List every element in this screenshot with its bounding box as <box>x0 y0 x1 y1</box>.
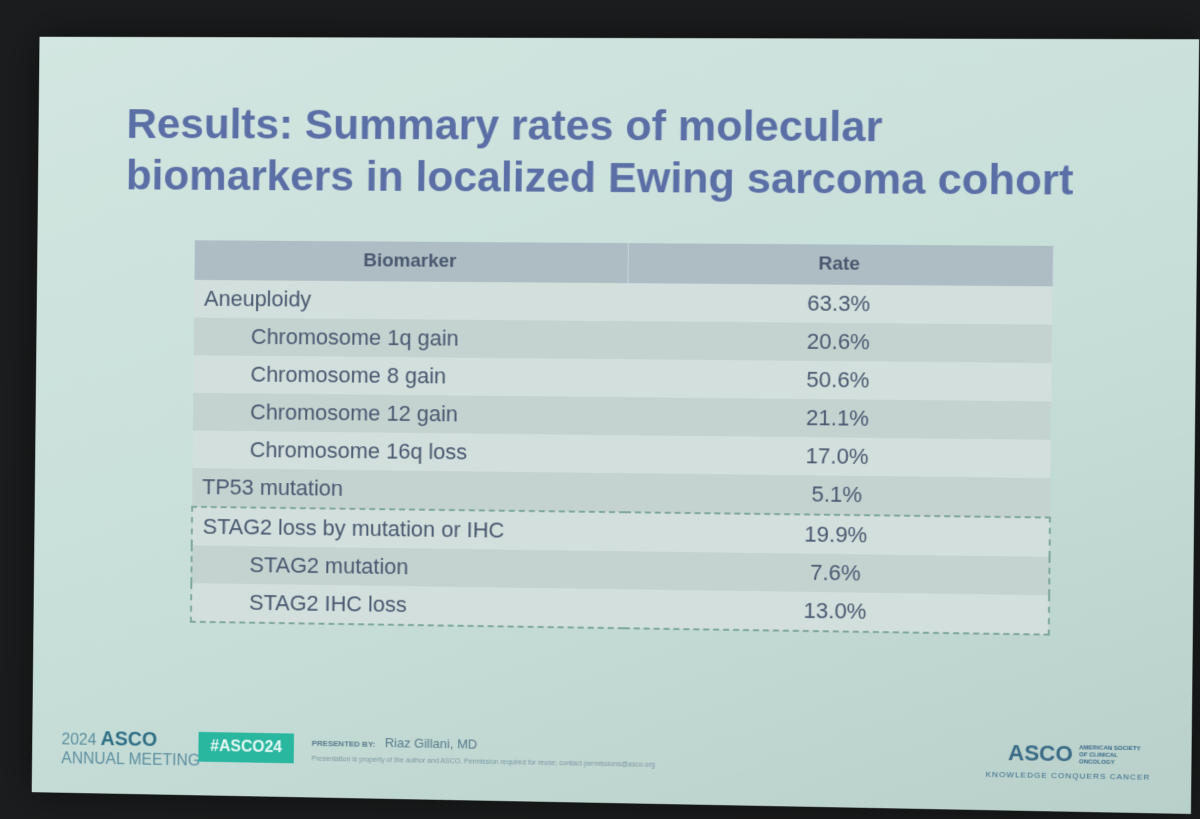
presenter-line: PRESENTED BY: Riaz Gillani, MD <box>312 734 478 752</box>
footer: 2024 ASCO ANNUAL MEETING #ASCO24 PRESENT… <box>32 723 1192 794</box>
rate-cell: 7.6% <box>624 551 1050 596</box>
biomarker-cell: Aneuploidy <box>194 279 628 322</box>
table-body: Aneuploidy 63.3% Chromosome 1q gain 20.6% Ch… <box>190 279 1053 635</box>
rate-cell: 17.0% <box>625 435 1051 479</box>
rate-cell: 13.0% <box>623 589 1050 635</box>
biomarker-cell: Chromosome 12 gain <box>192 392 627 436</box>
meeting-name: ANNUAL MEETING <box>61 750 201 770</box>
rate-cell: 20.6% <box>626 321 1053 364</box>
biomarker-cell: STAG2 loss by mutation or IHC <box>191 506 626 552</box>
slide: Results: Summary rates of molecular biom… <box>31 36 1200 814</box>
meeting-brand: ASCO <box>100 728 158 751</box>
disclaimer: Presentation is property of the author a… <box>311 755 656 769</box>
slide-title: Results: Summary rates of molecular biom… <box>125 100 1074 205</box>
rate-cell: 50.6% <box>626 359 1052 402</box>
biomarker-cell: STAG2 mutation <box>191 545 625 590</box>
biomarker-cell: TP53 mutation <box>192 468 626 513</box>
rate-cell: 63.3% <box>627 283 1053 325</box>
presenter: Riaz Gillani, MD <box>384 735 478 752</box>
logo-small: AMERICAN SOCIETY OF CLINICAL ONCOLOGY <box>1078 744 1141 766</box>
rate-cell: 21.1% <box>625 397 1052 440</box>
header-cell: Biomarker <box>194 240 628 284</box>
presented-by-label: PRESENTED BY: <box>311 738 376 749</box>
biomarker-cell: STAG2 IHC loss <box>190 583 625 629</box>
hashtag: #ASCO24 <box>198 731 294 764</box>
biomarker-table: Biomarker Rate Aneuploidy 63.3% Chromosome… <box>190 240 1054 635</box>
rate-cell: 19.9% <box>624 512 1050 557</box>
biomarker-cell: Chromosome 1q gain <box>193 317 628 360</box>
rate-cell: 5.1% <box>625 473 1051 518</box>
biomarker-cell: Chromosome 16q loss <box>192 430 626 474</box>
table-head: Biomarker Rate <box>194 240 1053 287</box>
logo-text: ASCO <box>1007 739 1073 767</box>
header-row: Biomarker Rate <box>194 240 1053 287</box>
header-cell: Rate <box>627 243 1053 287</box>
biomarker-cell: Chromosome 8 gain <box>193 355 627 398</box>
meeting-label: 2024 ASCO ANNUAL MEETING <box>61 728 200 771</box>
logo: ASCO AMERICAN SOCIETY OF CLINICAL ONCOLO… <box>1008 740 1151 769</box>
tagline: KNOWLEDGE CONQUERS CANCER <box>985 769 1151 782</box>
meeting-year: 2024 <box>61 731 97 749</box>
